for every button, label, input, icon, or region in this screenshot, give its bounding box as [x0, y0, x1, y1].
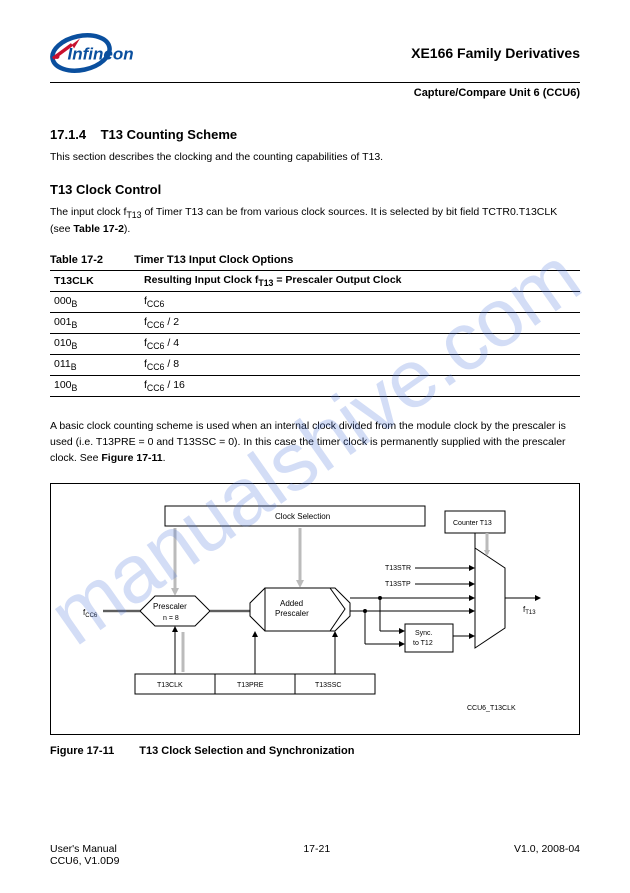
text-link: Table 17-2 — [73, 223, 124, 235]
label-ft13: fT13 — [523, 605, 536, 616]
table-caption: Table 17-2 Timer T13 Input Clock Options — [50, 254, 580, 266]
table-row: 100BfCC6 / 16 — [50, 376, 580, 397]
cell-bits: 000B — [50, 291, 140, 312]
product-name: XE166 Family Derivatives — [411, 45, 580, 61]
t13-clock-diagram: Clock Selection fCC6 Prescaler n = 8 Add… — [75, 496, 555, 716]
table-row: 010BfCC6 / 4 — [50, 334, 580, 355]
label-clock-sel: Clock Selection — [275, 512, 330, 521]
label-sync1: Sync. — [415, 630, 433, 637]
text-span: . — [163, 452, 166, 464]
table-header: T13CLK — [50, 270, 140, 291]
label-t13str: T13STR — [385, 565, 411, 572]
text-span: = Prescaler Output Clock — [273, 274, 401, 286]
label-added: Added — [280, 599, 303, 608]
table-row: 011BfCC6 / 8 — [50, 355, 580, 376]
section-intro: This section describes the clocking and … — [50, 150, 580, 166]
label-n8: n = 8 — [163, 615, 179, 622]
figure-box: Clock Selection fCC6 Prescaler n = 8 Add… — [50, 483, 580, 735]
page-footer: User's Manual CCU6, V1.0D9 17-21 V1.0, 2… — [50, 843, 580, 867]
table-row: 000BfCC6 — [50, 291, 580, 312]
table-header: Resulting Input Clock fT13 = Prescaler O… — [140, 270, 580, 291]
label-prescaler: Prescaler — [153, 602, 187, 611]
text-span: ). — [124, 223, 130, 235]
text-span: CCU6, V1.0D9 — [50, 855, 119, 867]
page-header: Infineon XE166 Family Derivatives — [50, 30, 580, 83]
label-counter: Counter T13 — [453, 520, 492, 527]
clock-heading: T13 Clock Control — [50, 182, 580, 197]
section-number: 17.1.4 — [50, 127, 86, 142]
cell-desc: fCC6 / 4 — [140, 334, 580, 355]
label-t13stp: T13STP — [385, 581, 411, 588]
label-t13ssc: T13SSC — [315, 682, 341, 689]
cell-bits: 100B — [50, 376, 140, 397]
text-sub: T13 — [258, 278, 273, 288]
text-span: The input clock f — [50, 206, 126, 218]
figure-title: T13 Clock Selection and Synchronization — [139, 745, 354, 757]
table-title: Timer T13 Input Clock Options — [134, 254, 293, 266]
label-t13pre: T13PRE — [237, 682, 264, 689]
text-span: User's Manual — [50, 843, 117, 855]
text-sub: T13 — [126, 210, 141, 220]
label-fcc6: fCC6 — [83, 608, 98, 619]
section-heading: T13 Counting Scheme — [101, 127, 238, 142]
label-sync2: to T12 — [413, 640, 433, 647]
cell-desc: fCC6 / 2 — [140, 312, 580, 333]
label-credit: CCU6_T13CLK — [467, 705, 516, 712]
section-title: 17.1.4 T13 Counting Scheme — [50, 127, 580, 142]
figure-caption: Figure 17-11 T13 Clock Selection and Syn… — [50, 745, 580, 757]
page-container: Infineon XE166 Family Derivatives Captur… — [0, 0, 630, 787]
figure-number: Figure 17-11 — [50, 745, 114, 757]
cell-bits: 001B — [50, 312, 140, 333]
cell-desc: fCC6 / 8 — [140, 355, 580, 376]
section-name: Capture/Compare Unit 6 (CCU6) — [50, 87, 580, 99]
text-link: Figure 17-11 — [101, 452, 162, 464]
table-row: 001BfCC6 / 2 — [50, 312, 580, 333]
cell-desc: fCC6 / 16 — [140, 376, 580, 397]
table-number: Table 17-2 — [50, 254, 103, 266]
footer-center: 17-21 — [303, 843, 330, 867]
cell-bits: 010B — [50, 334, 140, 355]
label-t13clk: T13CLK — [157, 682, 183, 689]
infineon-logo: Infineon — [50, 30, 180, 76]
clock-paragraph: The input clock fT13 of Timer T13 can be… — [50, 205, 580, 238]
footer-right: V1.0, 2008-04 — [514, 843, 580, 867]
footer-left: User's Manual CCU6, V1.0D9 — [50, 843, 119, 867]
svg-text:Infineon: Infineon — [68, 45, 134, 64]
text-span: Resulting Input Clock f — [144, 274, 258, 286]
cell-bits: 011B — [50, 355, 140, 376]
label-added2: Prescaler — [275, 609, 309, 618]
clock-options-table: T13CLK Resulting Input Clock fT13 = Pres… — [50, 270, 580, 398]
cell-desc: fCC6 — [140, 291, 580, 312]
figure-intro: A basic clock counting scheme is used wh… — [50, 419, 580, 466]
